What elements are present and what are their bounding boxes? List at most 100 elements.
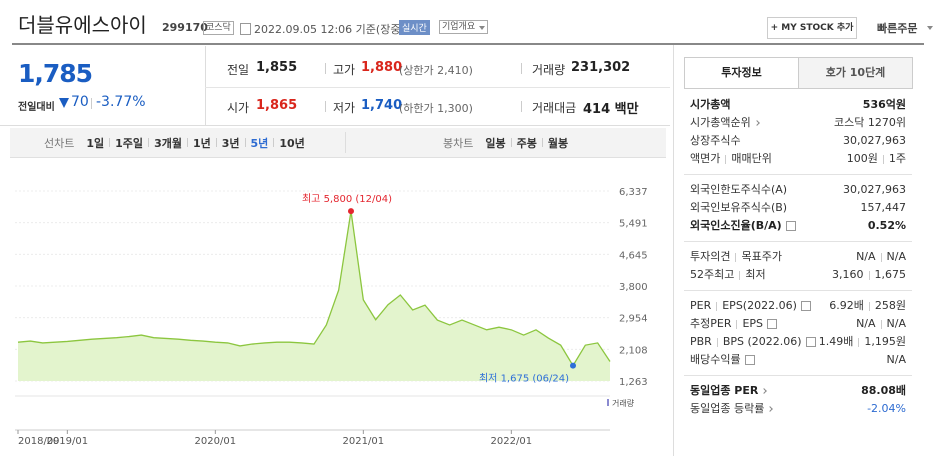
tab-underline — [684, 88, 912, 89]
label-text: 동일업종 PER — [690, 384, 759, 397]
group-divider — [684, 290, 912, 291]
summary-value: 1,855 — [256, 60, 298, 75]
tab-group-label: 선차트 — [44, 136, 75, 150]
summary-label: 전일 — [227, 63, 250, 77]
separator — [880, 252, 882, 262]
label-text: 외국인소진율(B/A) — [690, 219, 782, 232]
row-value: N/A N/A — [856, 248, 906, 266]
row-label: 추정PER EPS — [690, 315, 778, 333]
label-text: 배당수익률 — [690, 353, 741, 366]
row-label: 동일업종 PER — [690, 382, 768, 400]
invest-row: 시가총액순위 코스닥 1270위 — [690, 114, 906, 132]
x-tick-label: 2021/01 — [343, 436, 385, 447]
invest-row: 상장주식수 30,027,963 — [690, 132, 906, 150]
period-tab[interactable]: 주봉 — [516, 136, 537, 150]
price-area — [18, 211, 610, 381]
label-text: PBR — [690, 335, 712, 348]
market-tag: 코스닥 — [203, 21, 234, 35]
value-text: 1주 — [888, 152, 906, 165]
volume-legend-icon — [607, 399, 609, 406]
line-chart-tabs: 선차트 1일 1주일 3개월 1년 3년 5년 10년 — [44, 128, 305, 157]
overview-button[interactable]: 기업개요 — [439, 20, 489, 34]
separator — [244, 138, 246, 147]
value-text: 258원 — [874, 299, 906, 312]
invest-row: 액면가 매매단위 100원 1주 — [690, 150, 906, 168]
row-value: 6.92배 258원 — [829, 297, 906, 315]
tab-group-label: 봉차트 — [443, 136, 474, 150]
value-text: 0.52% — [867, 219, 906, 232]
group-divider — [684, 174, 912, 175]
invest-row: 외국인소진율(B/A) 0.52% — [690, 217, 906, 235]
label-text: EPS(2022.06) — [722, 299, 797, 312]
y-tick-label: 1,263 — [619, 377, 648, 388]
period-tab[interactable]: 일봉 — [485, 136, 506, 150]
row-label: PER EPS(2022.06) — [690, 297, 811, 315]
label-text: EPS — [742, 317, 764, 330]
calendar-icon — [240, 23, 251, 35]
stock-code: 299170 — [162, 21, 208, 34]
row-value: 100원 1주 — [847, 150, 906, 168]
invest-tab[interactable]: 투자정보 — [684, 57, 799, 89]
period-tab[interactable]: 월봉 — [547, 136, 569, 150]
row-label: 외국인소진율(B/A) — [690, 217, 796, 235]
row-label: 투자의견 목표주가 — [690, 248, 782, 266]
summary-value: 414 백만 — [583, 102, 639, 117]
divider — [205, 46, 206, 125]
min-label: 최저 1,675 (06/24) — [479, 373, 569, 385]
summary-note: (하한가 1,300) — [399, 102, 473, 115]
volume-label: 거래량 — [612, 398, 635, 408]
label-text: 동일업종 등락률 — [690, 402, 765, 415]
value-text: 3,160 — [832, 268, 864, 281]
row-label: PBR BPS (2022.06) — [690, 333, 816, 351]
row-value: 88.08배 — [861, 382, 906, 400]
separator — [215, 138, 217, 147]
row-label: 외국인보유주식수(B) — [690, 199, 787, 217]
dropdown-arrow — [479, 26, 485, 30]
row-value: 157,447 — [861, 199, 907, 217]
value-text: -2.04% — [867, 402, 906, 415]
invest-row: 시가총액 536억원 — [690, 96, 906, 114]
period-tab[interactable]: 1일 — [86, 136, 105, 150]
period-tab[interactable]: 3개월 — [154, 136, 182, 150]
group-divider — [684, 375, 912, 376]
summary-label: 거래대금 — [532, 101, 577, 115]
quick-order[interactable]: 빠른주문 — [877, 22, 918, 35]
invest-row: 추정PER EPS N/A N/A — [690, 315, 906, 333]
value-text: N/A — [886, 353, 906, 366]
separator — [325, 101, 326, 112]
invest-row: 동일업종 등락률 -2.04% — [690, 400, 906, 418]
row-label: 액면가 매매단위 — [690, 150, 772, 168]
my-stock-button[interactable]: + MY STOCK 추가 — [767, 17, 857, 39]
separator — [716, 337, 718, 347]
min-point — [570, 362, 576, 369]
separator — [868, 270, 870, 280]
separator — [858, 337, 860, 347]
change-rate: -3.77% — [96, 94, 146, 110]
label-text: 목표주가 — [741, 250, 782, 263]
help-icon — [767, 319, 778, 329]
period-tab[interactable]: 3년 — [221, 136, 240, 150]
header-rule — [12, 43, 924, 45]
period-tab[interactable]: 1년 — [192, 136, 211, 150]
period-tab[interactable]: 10년 — [279, 136, 305, 150]
value-text: 코스닥 1270위 — [834, 116, 906, 129]
change-amount: 70 — [71, 94, 89, 110]
value-text: 30,027,963 — [843, 134, 906, 147]
stock-name: 더블유에스아이 — [18, 13, 147, 37]
row-value: -2.04% — [867, 400, 906, 418]
max-label: 최고 5,800 (12/04) — [302, 193, 392, 205]
period-tab[interactable]: 5년 — [250, 136, 269, 150]
value-text: N/A — [886, 317, 906, 330]
value-text: 1.49배 — [818, 335, 854, 348]
down-arrow — [59, 98, 69, 108]
invest-tab[interactable]: 호가 10단계 — [798, 57, 913, 89]
value-text: N/A — [856, 250, 876, 263]
label-text: 투자의견 — [690, 250, 731, 263]
chart-tab-bar — [10, 128, 666, 158]
invest-row: PBR BPS (2022.06) 1.49배 1,195원 — [690, 333, 906, 351]
realtime-badge[interactable]: 실시간 — [399, 20, 430, 35]
row-value: 코스닥 1270위 — [834, 114, 906, 132]
dropdown-arrow — [927, 26, 933, 30]
period-tab[interactable]: 1주일 — [115, 136, 144, 150]
